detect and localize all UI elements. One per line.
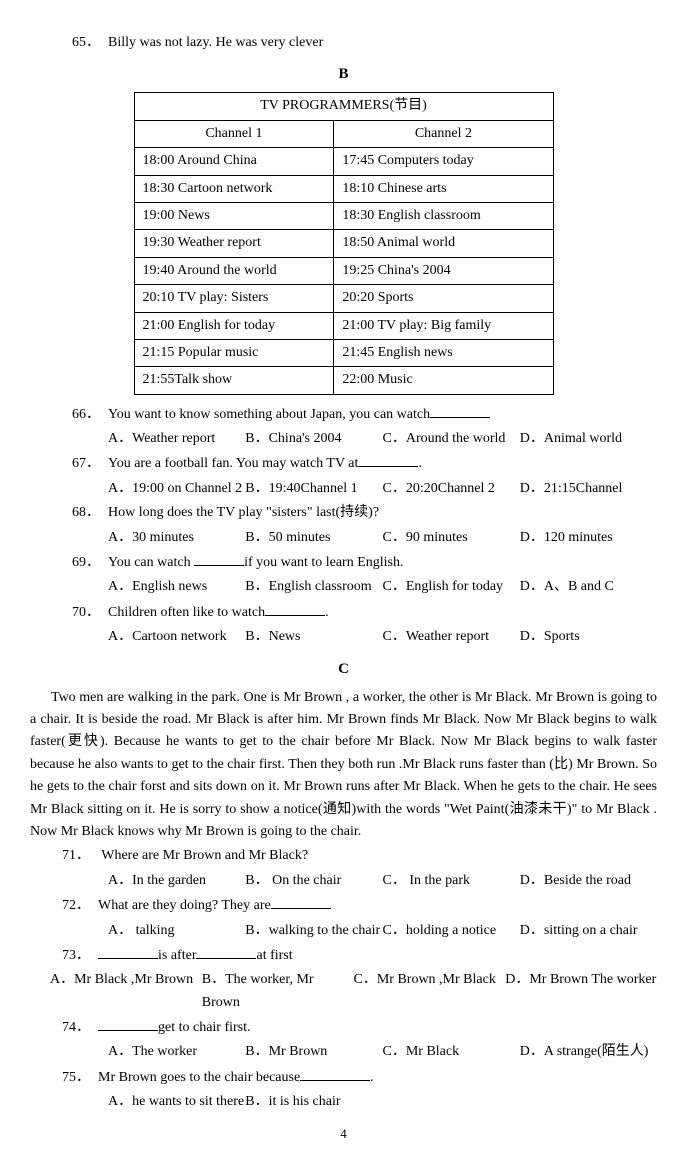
options-73: A．Mr Black ,Mr BrownB．The worker, Mr Bro… <box>50 969 657 1014</box>
table-row: 21:00 English for today21:00 TV play: Bi… <box>134 312 553 339</box>
table-row: 19:30 Weather report18:50 Animal world <box>134 230 553 257</box>
question-74: 74．get to chair first. <box>40 1016 657 1039</box>
opt-b: B．China's 2004 <box>245 428 382 450</box>
options-68: A．30 minutesB．50 minutesC．90 minutesD．12… <box>108 527 657 549</box>
options-71: A．In the gardenB． On the chairC． In the … <box>108 870 657 892</box>
col-header-1: Channel 1 <box>134 120 334 147</box>
question-73: 73．is afterat first <box>40 944 657 967</box>
table-row: 21:15 Popular music21:45 English news <box>134 339 553 366</box>
table-row: 18:30 Cartoon network18:10 Chinese arts <box>134 175 553 202</box>
options-69: A．English newsB．English classroomC．Engli… <box>108 576 657 598</box>
passage-c: Two men are walking in the park. One is … <box>30 687 657 844</box>
q-num: 65． <box>70 32 100 54</box>
table-row: 19:00 News18:30 English classroom <box>134 202 553 229</box>
options-72: A． talkingB．walking to the chairC．holdin… <box>108 920 657 942</box>
opt-c: C．Around the world <box>383 428 520 450</box>
q-text: Billy was not lazy. He was very clever <box>108 35 323 50</box>
opt-a: A．Weather report <box>108 428 245 450</box>
question-72: 72．What are they doing? They are <box>40 894 657 917</box>
tv-programmers-table: TV PROGRAMMERS(节目) Channel 1Channel 2 18… <box>134 92 554 394</box>
question-67: 67．You are a football fan. You may watch… <box>30 452 657 475</box>
options-67: A．19:00 on Channel 2B．19:40Channel 1C．20… <box>108 478 657 500</box>
question-70: 70．Children often like to watch. <box>30 601 657 624</box>
blank <box>430 403 490 418</box>
page-number: 4 <box>30 1124 657 1145</box>
question-65: 65． Billy was not lazy. He was very cleve… <box>30 32 657 54</box>
options-66: A．Weather reportB．China's 2004C．Around t… <box>108 428 657 450</box>
table-row: 21:55Talk show22:00 Music <box>134 367 553 394</box>
question-66: 66．You want to know something about Japa… <box>30 403 657 426</box>
table-title: TV PROGRAMMERS(节目) <box>134 93 553 120</box>
question-68: 68．How long does the TV play "sisters" l… <box>30 502 657 524</box>
question-71: 71． Where are Mr Brown and Mr Black? <box>40 845 657 867</box>
section-heading-c: C <box>30 657 657 681</box>
options-75: A．he wants to sit thereB．it is his chair <box>108 1091 657 1113</box>
options-70: A．Cartoon networkB．NewsC．Weather reportD… <box>108 626 657 648</box>
table-row: 19:40 Around the world19:25 China's 2004 <box>134 257 553 284</box>
question-69: 69．You can watch if you want to learn En… <box>30 551 657 574</box>
col-header-2: Channel 2 <box>334 120 553 147</box>
table-row: 18:00 Around China17:45 Computers today <box>134 148 553 175</box>
section-heading-b: B <box>30 62 657 86</box>
options-74: A．The workerB．Mr BrownC．Mr BlackD．A stra… <box>108 1041 657 1063</box>
table-row: 20:10 TV play: Sisters20:20 Sports <box>134 285 553 312</box>
question-75: 75．Mr Brown goes to the chair because. <box>40 1066 657 1089</box>
opt-d: D．Animal world <box>520 428 657 450</box>
